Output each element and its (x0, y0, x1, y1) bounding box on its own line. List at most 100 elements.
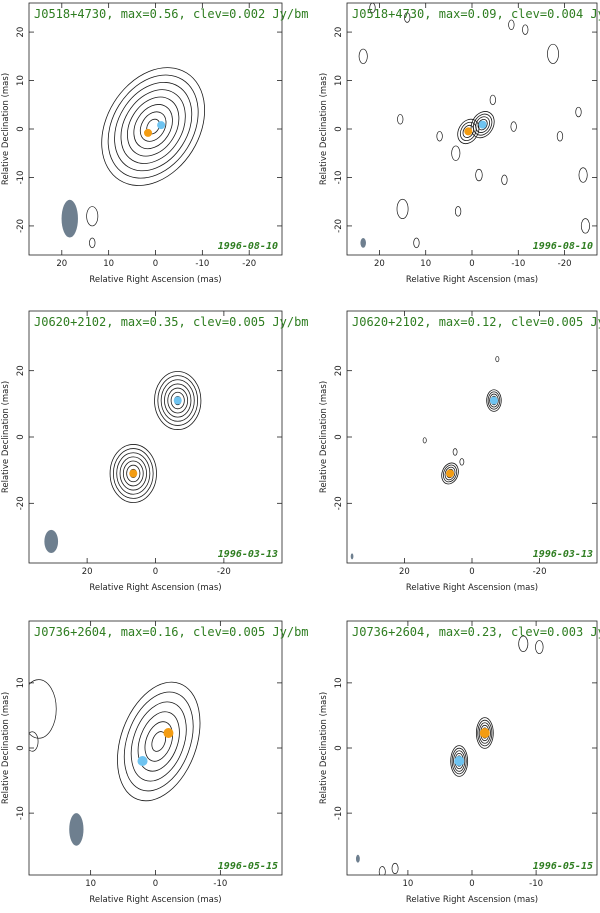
contour-blob (378, 866, 386, 875)
contour-line (139, 111, 167, 142)
component-marker-orange (464, 127, 473, 136)
contour-line (457, 118, 480, 145)
x-tick-label: -20 (217, 567, 231, 577)
contour-line (119, 456, 147, 491)
plot-area (355, 635, 544, 875)
component-marker-blue (173, 396, 182, 405)
map-panel-6: 10 0 -10 10 0 -10 Relative Right Ascension (ma… (319, 620, 600, 905)
component-marker-blue (489, 396, 498, 405)
contour-line (170, 391, 185, 410)
component-marker-orange (144, 128, 153, 137)
contour-line (114, 81, 193, 172)
plot-area (44, 371, 202, 554)
y-tick-label: 10 (334, 677, 344, 688)
x-axis-label: Relative Right Ascension (mas) (406, 275, 538, 285)
component-marker-orange (129, 469, 138, 478)
y-tick-label: 10 (334, 75, 344, 86)
contour-line (154, 371, 202, 430)
y-axis-label: Relative Declination (mas) (319, 381, 329, 493)
panel-title: J0736+2604, max=0.16, clev=0.005 Jy/bm (34, 625, 309, 639)
contour-blob (369, 3, 376, 14)
epoch-date: 1996-05-15 (533, 861, 593, 872)
x-axis-label: Relative Right Ascension (mas) (89, 583, 221, 593)
y-axis-label: Relative Declination (mas) (319, 692, 329, 804)
contour-blob (86, 206, 99, 227)
x-tick-label: -20 (558, 259, 572, 269)
y-tick-label: 0 (334, 434, 344, 439)
contour-blob (358, 48, 368, 64)
contour-line (167, 387, 189, 414)
y-tick-label: 20 (334, 27, 344, 38)
x-axis-label: Relative Right Ascension (mas) (89, 895, 221, 905)
contour-line (130, 701, 187, 782)
y-tick-label: 10 (16, 677, 26, 688)
contour-line (109, 444, 157, 503)
plot-area (29, 679, 201, 846)
panel-title: J0518+4730, max=0.09, clev=0.004 Jy/bm (352, 7, 600, 21)
beam-ellipse (61, 199, 78, 238)
x-tick-label: 20 (82, 567, 93, 577)
component-marker-orange (163, 728, 174, 739)
y-tick-label: -10 (16, 806, 26, 820)
beam-ellipse (350, 553, 354, 560)
contour-line (477, 719, 493, 747)
contour-blob (404, 12, 411, 23)
y-axis-label: Relative Declination (mas) (1, 692, 11, 804)
contour-blob (452, 448, 458, 456)
contour-blob (547, 43, 559, 64)
contour-blob (89, 237, 96, 249)
epoch-date: 1996-03-13 (533, 549, 593, 560)
contour-line (450, 745, 469, 777)
contour-blob (396, 198, 409, 220)
x-axis-label: Relative Right Ascension (mas) (406, 583, 538, 593)
x-tick-label: 0 (153, 567, 158, 577)
contour-line (116, 452, 151, 495)
component-marker-blue (454, 756, 465, 767)
contour-line (164, 383, 192, 418)
plot-area (61, 67, 206, 249)
x-tick-label: 20 (399, 567, 410, 577)
contour-line (459, 121, 477, 141)
x-axis-label: Relative Right Ascension (mas) (89, 275, 221, 285)
map-panel-4: 20 0 -20 20 0 -20 Relative Right Ascension (ma… (319, 310, 600, 593)
contour-line (120, 89, 186, 164)
contour-blob (518, 635, 529, 652)
x-tick-label: 0 (153, 259, 158, 269)
y-axis-label: Relative Declination (mas) (319, 73, 329, 185)
x-tick-label: -10 (195, 259, 209, 269)
beam-ellipse (44, 529, 59, 554)
y-tick-label: 20 (334, 365, 344, 376)
contour-blob (29, 731, 39, 752)
y-axis-label: Relative Declination (mas) (1, 381, 11, 493)
contour-line (487, 391, 501, 410)
contour-line (133, 104, 173, 150)
y-tick-label: -20 (334, 496, 344, 510)
map-panel-5: 10 0 -10 10 0 -10 Relative Right Ascension (ma… (1, 620, 309, 905)
contour-line (144, 721, 173, 762)
contour-line (126, 464, 141, 483)
map-panel-1: 20 10 0 -10 -20 20 10 0 -10 -20 Relative Right Asc… (1, 2, 309, 285)
contour-line (160, 379, 195, 422)
contour-line (107, 74, 199, 179)
x-tick-label: 10 (402, 879, 413, 889)
contour-blob (475, 168, 483, 182)
y-tick-label: 0 (334, 126, 344, 131)
contour-blob (495, 356, 500, 363)
y-axis-label: Relative Declination (mas) (1, 73, 11, 185)
contour-line (137, 711, 180, 772)
x-tick-label: 10 (103, 259, 114, 269)
x-tick-label: 10 (420, 259, 431, 269)
x-tick-label: 0 (469, 259, 474, 269)
component-marker-blue (478, 120, 487, 129)
contour-blob (391, 862, 399, 875)
contour-line (117, 681, 201, 802)
contour-line (477, 118, 488, 131)
plot-frame (346, 620, 598, 876)
plot-frame (28, 310, 283, 564)
panel-title: J0736+2604, max=0.23, clev=0.003 Jy/bm (352, 625, 600, 639)
x-tick-label: 0 (153, 879, 158, 889)
y-tick-label: -10 (16, 171, 26, 185)
epoch-date: 1996-08-10 (533, 241, 593, 252)
x-tick-label: 20 (56, 259, 67, 269)
